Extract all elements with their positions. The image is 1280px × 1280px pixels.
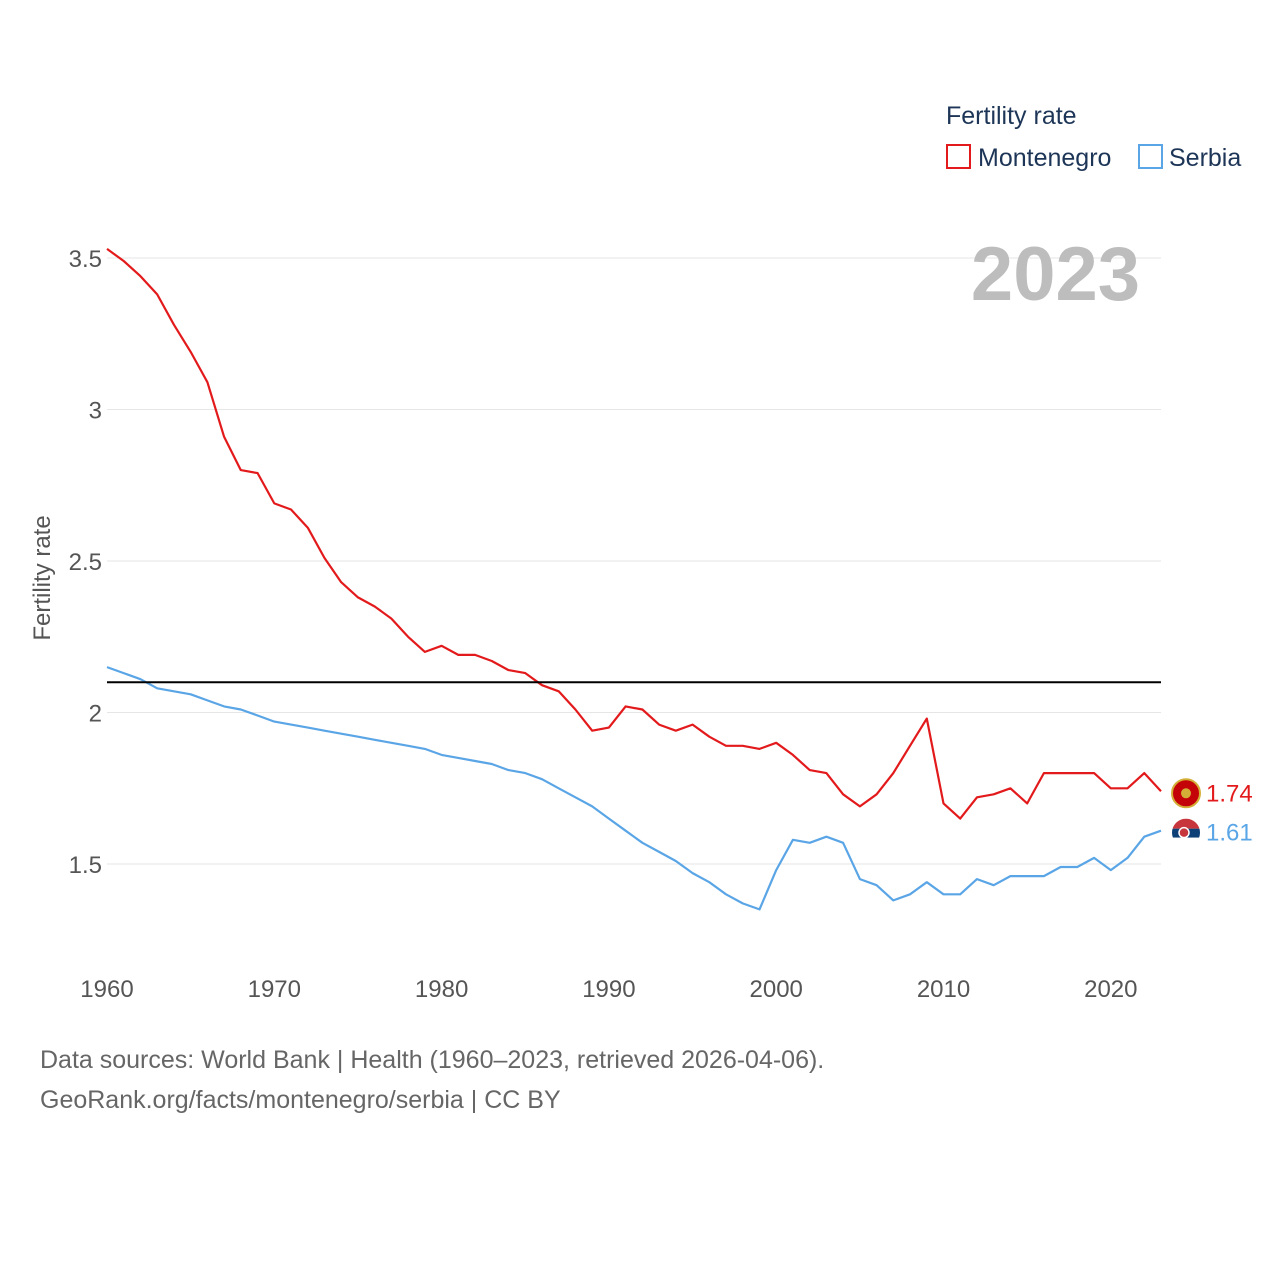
y-axis-ticks: 1.5 2 2.5 3 3.5 — [69, 246, 102, 879]
end-value-montenegro: 1.74 — [1206, 780, 1253, 807]
x-tick-label: 2010 — [917, 976, 970, 1003]
x-tick-label: 2020 — [1084, 976, 1137, 1003]
x-tick-label: 1970 — [248, 976, 301, 1003]
legend-swatch-montenegro — [946, 144, 971, 169]
end-marker-serbia: 1.61 — [1172, 818, 1253, 847]
x-axis-ticks: 1960 1970 1980 1990 2000 2010 2020 — [80, 976, 1137, 1003]
legend: Fertility rate Montenegro Serbia — [946, 102, 1241, 172]
current-year: 2023 — [971, 232, 1140, 317]
x-tick-label: 2000 — [750, 976, 803, 1003]
legend-swatch-serbia — [1138, 144, 1163, 169]
x-tick-label: 1960 — [80, 976, 133, 1003]
x-tick-label: 1990 — [582, 976, 635, 1003]
legend-item-montenegro[interactable]: Montenegro — [946, 144, 1111, 172]
series-line-montenegro[interactable] — [106, 248, 1162, 820]
legend-label-montenegro: Montenegro — [978, 144, 1111, 172]
serbia-emblem-icon — [1178, 826, 1190, 839]
legend-label-serbia: Serbia — [1169, 144, 1241, 172]
y-tick-label: 2.5 — [69, 549, 102, 576]
y-tick-label: 1.5 — [69, 852, 102, 879]
y-axis-title: Fertility rate — [29, 515, 56, 640]
series-line-serbia[interactable] — [106, 666, 1162, 911]
legend-item-serbia[interactable]: Serbia — [1138, 144, 1241, 172]
x-tick-label: 1980 — [415, 976, 468, 1003]
montenegro-emblem-icon — [1181, 788, 1191, 799]
legend-title: Fertility rate — [946, 102, 1077, 130]
y-tick-label: 3.5 — [69, 246, 102, 273]
gridlines — [107, 257, 1161, 865]
series-group — [106, 248, 1162, 911]
end-marker-montenegro: 1.74 — [1171, 778, 1253, 809]
source-line-2[interactable]: GeoRank.org/facts/montenegro/serbia | CC… — [40, 1086, 561, 1114]
source-line-1: Data sources: World Bank | Health (1960–… — [40, 1046, 824, 1074]
y-tick-label: 3 — [89, 398, 102, 425]
end-value-serbia: 1.61 — [1206, 820, 1253, 847]
y-tick-label: 2 — [89, 701, 102, 728]
